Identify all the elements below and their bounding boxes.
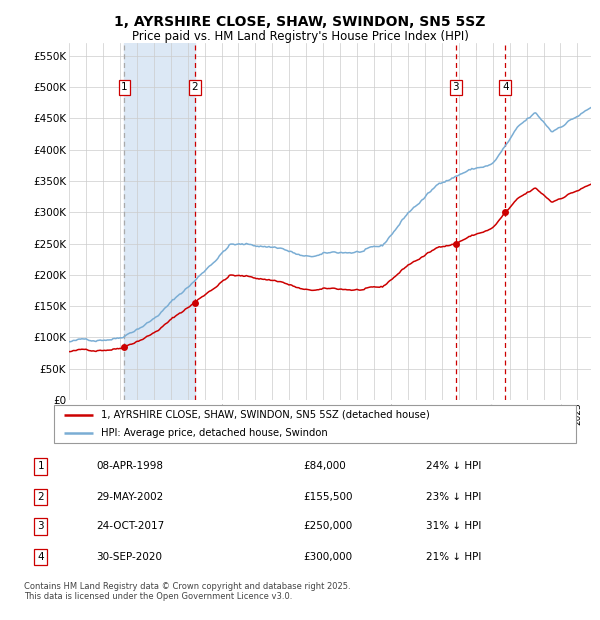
Text: 1, AYRSHIRE CLOSE, SHAW, SWINDON, SN5 5SZ (detached house): 1, AYRSHIRE CLOSE, SHAW, SWINDON, SN5 5S…	[101, 410, 430, 420]
Text: 24-OCT-2017: 24-OCT-2017	[97, 521, 165, 531]
Text: Price paid vs. HM Land Registry's House Price Index (HPI): Price paid vs. HM Land Registry's House …	[131, 30, 469, 43]
Text: 30-SEP-2020: 30-SEP-2020	[97, 552, 163, 562]
Text: 23% ↓ HPI: 23% ↓ HPI	[426, 492, 481, 502]
Bar	[124, 43, 194, 400]
Text: 1: 1	[121, 82, 128, 92]
Text: £155,500: £155,500	[303, 492, 353, 502]
Text: 2: 2	[191, 82, 198, 92]
Text: 29-MAY-2002: 29-MAY-2002	[97, 492, 164, 502]
Text: 24% ↓ HPI: 24% ↓ HPI	[426, 461, 481, 471]
Text: £250,000: £250,000	[303, 521, 352, 531]
Text: 4: 4	[37, 552, 44, 562]
Text: 1: 1	[37, 461, 44, 471]
Text: £300,000: £300,000	[303, 552, 352, 562]
Text: Contains HM Land Registry data © Crown copyright and database right 2025.
This d: Contains HM Land Registry data © Crown c…	[24, 582, 350, 601]
Text: £84,000: £84,000	[303, 461, 346, 471]
Text: 08-APR-1998: 08-APR-1998	[97, 461, 164, 471]
Text: HPI: Average price, detached house, Swindon: HPI: Average price, detached house, Swin…	[101, 428, 328, 438]
Text: 2: 2	[37, 492, 44, 502]
Text: 3: 3	[37, 521, 44, 531]
Text: 31% ↓ HPI: 31% ↓ HPI	[426, 521, 481, 531]
Text: 3: 3	[452, 82, 459, 92]
Text: 1, AYRSHIRE CLOSE, SHAW, SWINDON, SN5 5SZ: 1, AYRSHIRE CLOSE, SHAW, SWINDON, SN5 5S…	[115, 16, 485, 30]
Text: 4: 4	[502, 82, 509, 92]
Text: 21% ↓ HPI: 21% ↓ HPI	[426, 552, 481, 562]
